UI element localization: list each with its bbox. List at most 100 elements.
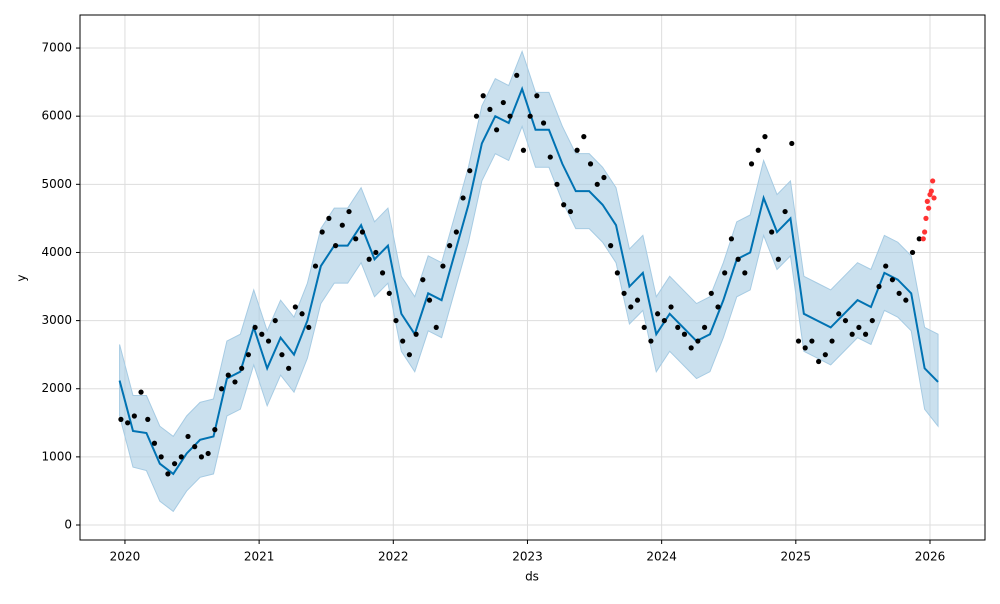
observed-point (413, 331, 419, 337)
observed-point (198, 454, 205, 460)
x-tick-label: 2024 (646, 550, 677, 564)
observed-point (500, 99, 506, 106)
observed-point (326, 215, 332, 221)
future-point (928, 188, 934, 194)
y-tick-label: 7000 (41, 41, 72, 55)
y-tick-label: 6000 (41, 109, 72, 123)
observed-point (795, 338, 802, 344)
observed-point (775, 256, 781, 262)
future-point (924, 198, 930, 204)
observed-point (185, 433, 191, 440)
observed-point (614, 270, 620, 276)
observed-point (668, 304, 674, 310)
y-tick-label: 5000 (41, 177, 72, 191)
observed-point (292, 304, 298, 310)
observed-point (420, 277, 426, 283)
observed-point (856, 324, 862, 331)
observed-point (171, 461, 178, 467)
observed-point (540, 120, 547, 126)
observed-point (748, 161, 755, 167)
observed-point (762, 134, 768, 140)
observed-point (205, 450, 211, 457)
observed-point (567, 208, 574, 215)
x-axis-label: ds (525, 570, 539, 584)
observed-point (131, 413, 137, 419)
observed-point (581, 134, 587, 140)
observed-point (574, 147, 580, 153)
observed-point (339, 222, 345, 228)
observed-point (453, 229, 459, 235)
observed-point (406, 352, 412, 358)
observed-point (842, 317, 849, 324)
observed-point (655, 311, 661, 317)
x-tick-label: 2022 (378, 550, 409, 564)
observed-point (755, 147, 761, 153)
observed-point (165, 471, 171, 477)
observed-point (809, 338, 815, 344)
observed-point (440, 263, 446, 269)
observed-point (782, 208, 788, 215)
observed-point (869, 317, 875, 324)
observed-point (594, 181, 600, 187)
x-tick-label: 2021 (244, 550, 275, 564)
observed-point (889, 277, 896, 283)
observed-point (373, 249, 379, 256)
observed-point (473, 113, 480, 119)
x-tick-label: 2020 (110, 550, 141, 564)
observed-point (306, 324, 312, 331)
observed-point (648, 338, 654, 344)
uncertainty-band (119, 49, 939, 513)
observed-point (554, 181, 560, 187)
observed-point (232, 379, 238, 385)
observed-point (534, 93, 540, 99)
y-tick-label: 0 (64, 518, 72, 532)
future-point (931, 195, 937, 201)
x-tick-label: 2026 (915, 550, 946, 564)
observed-point (218, 386, 225, 392)
observed-point (708, 290, 714, 296)
observed-point (715, 304, 721, 310)
observed-point (333, 243, 339, 249)
observed-point (608, 243, 614, 249)
observed-point (379, 270, 386, 276)
observed-point (634, 297, 641, 303)
y-tick-label: 4000 (41, 245, 72, 259)
observed-point (547, 154, 553, 160)
observed-point (299, 311, 305, 317)
x-tick-label: 2023 (512, 550, 543, 564)
x-tick-label: 2025 (781, 550, 812, 564)
observed-point (426, 297, 433, 303)
observed-point (802, 345, 808, 351)
observed-point (849, 331, 855, 337)
observed-point (125, 420, 131, 426)
observed-point (212, 427, 218, 433)
observed-point (789, 140, 795, 147)
future-point (926, 205, 932, 211)
observed-point (681, 331, 688, 337)
observed-point (520, 147, 527, 153)
observed-point (366, 256, 372, 262)
observed-point (252, 324, 258, 331)
future-point (920, 236, 926, 242)
observed-point (145, 416, 151, 422)
observed-point (527, 113, 533, 119)
observed-point (259, 331, 265, 337)
observed-point (272, 317, 278, 324)
observed-point (192, 444, 198, 450)
observed-point (701, 324, 708, 331)
future-point (923, 215, 929, 221)
observed-point (487, 106, 493, 112)
y-axis-label: y (15, 274, 29, 281)
observed-point (393, 317, 399, 324)
observed-point (695, 338, 701, 344)
observed-point (661, 317, 667, 324)
observed-point (507, 113, 513, 119)
observed-point (158, 454, 164, 460)
observed-point (728, 236, 735, 242)
observed-point (245, 352, 251, 358)
observed-point (239, 365, 245, 371)
observed-point (896, 290, 902, 296)
future-point (930, 178, 936, 184)
observed-point (822, 352, 828, 358)
